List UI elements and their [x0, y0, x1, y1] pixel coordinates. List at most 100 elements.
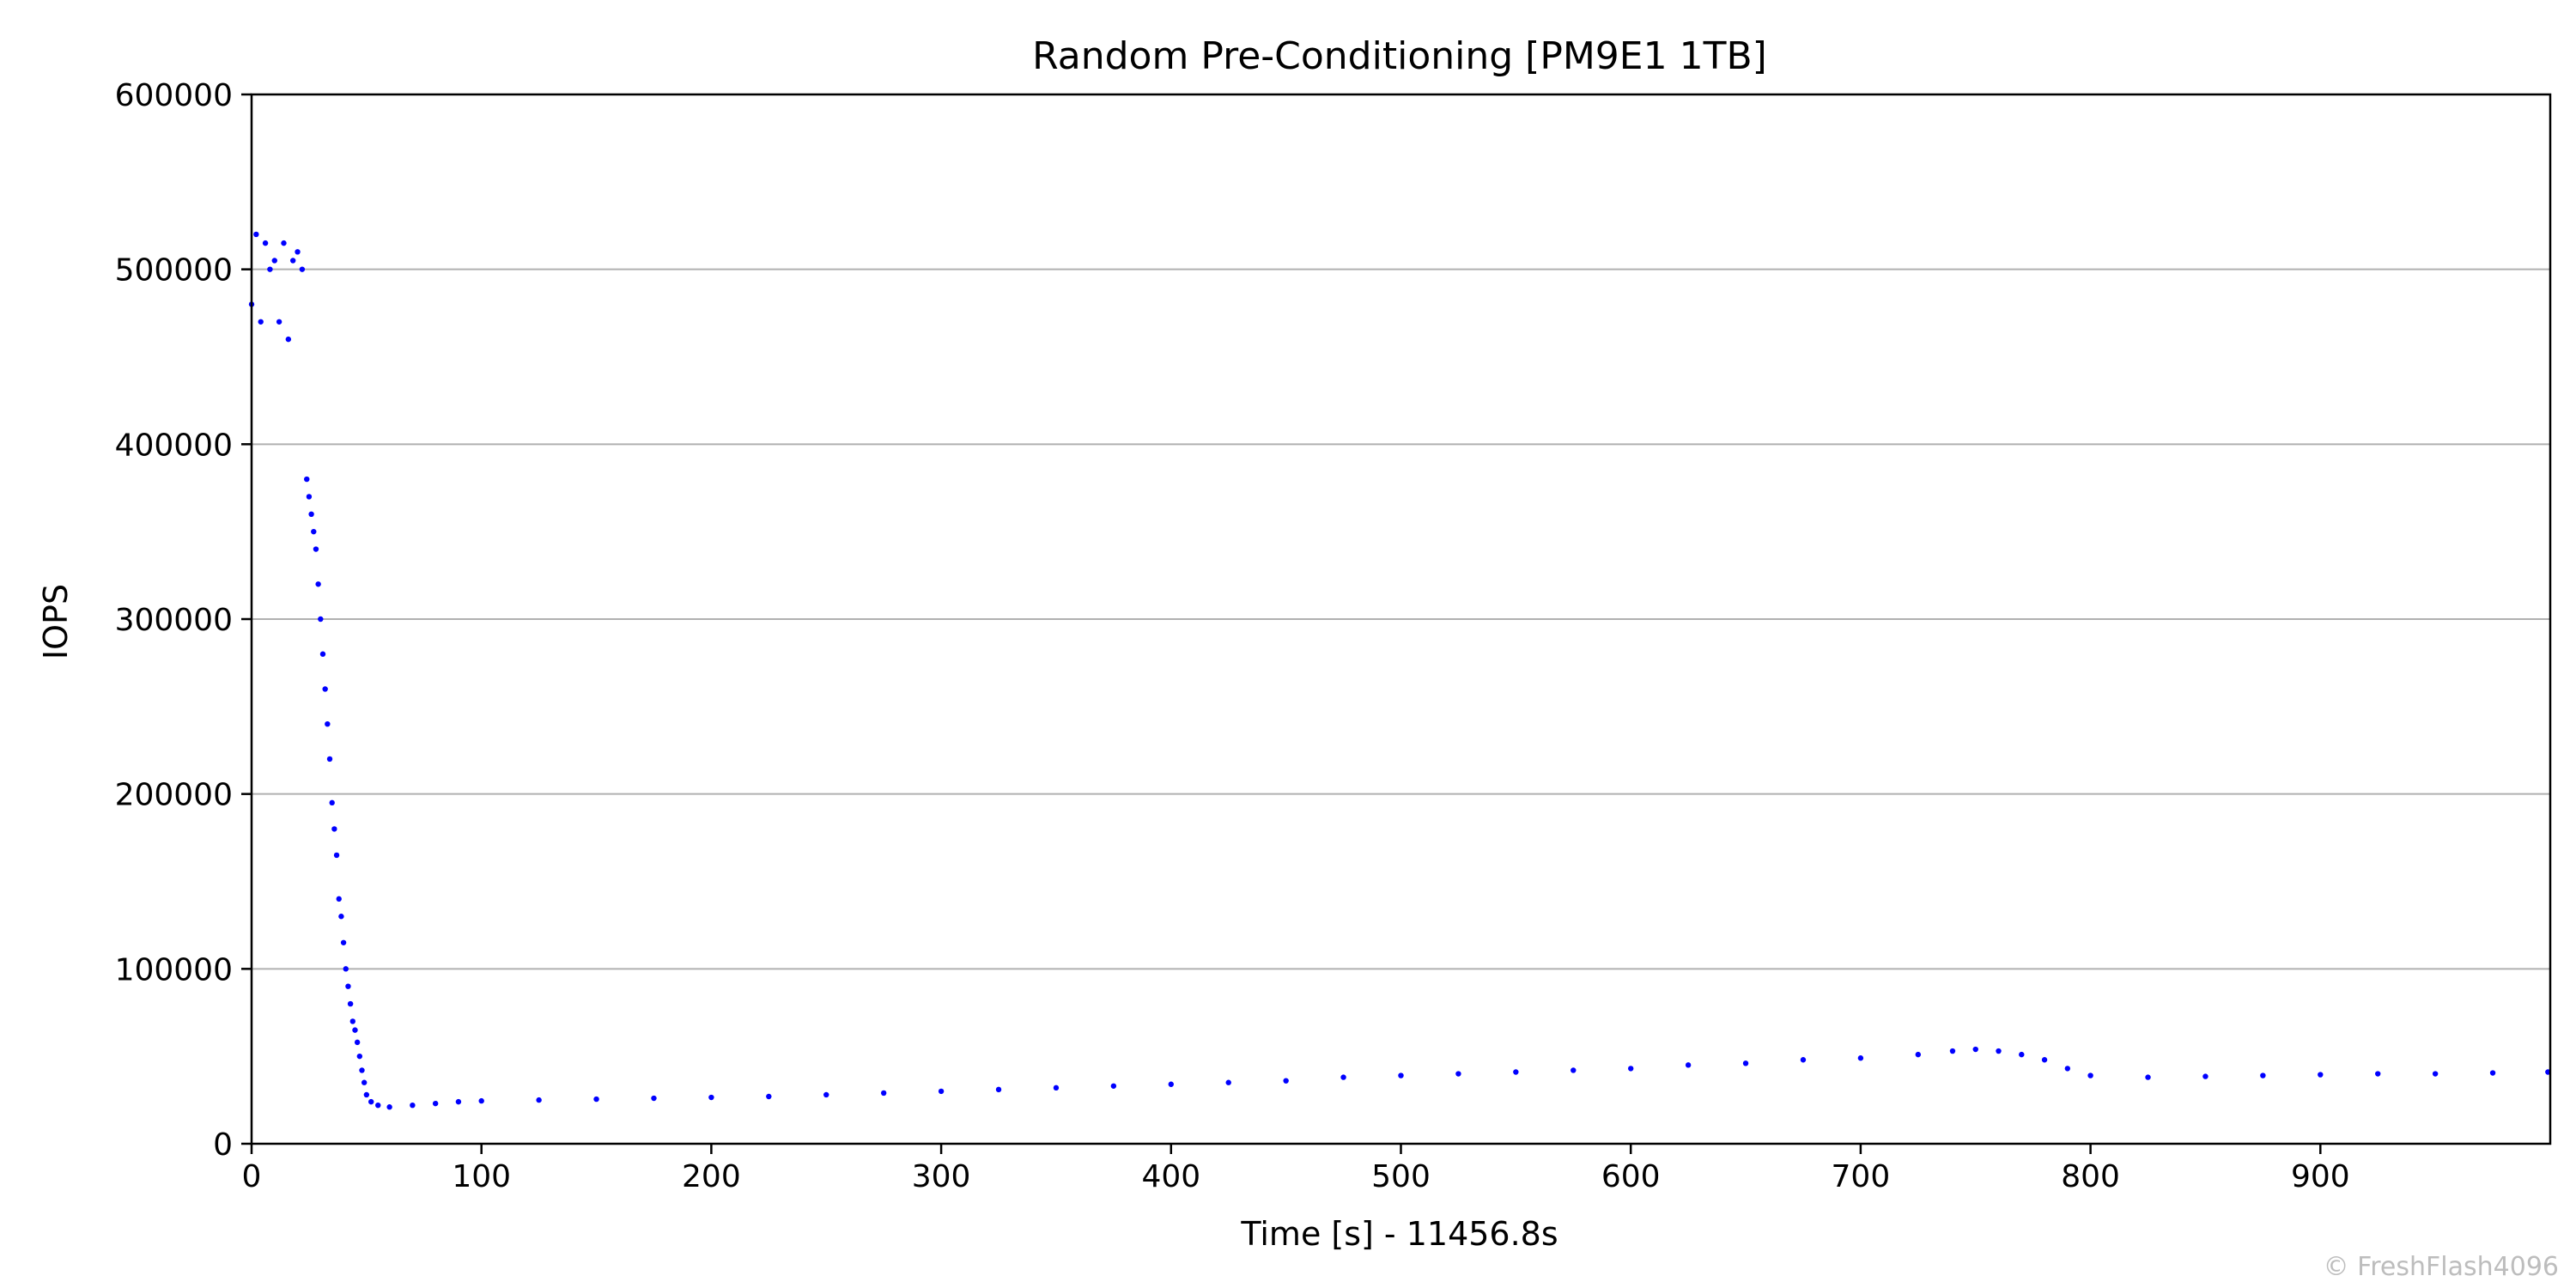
data-point — [267, 266, 273, 272]
data-point — [2041, 1057, 2048, 1063]
data-point — [1857, 1055, 1864, 1061]
data-point — [363, 1091, 370, 1098]
data-point — [823, 1091, 829, 1098]
data-point — [295, 249, 301, 255]
x-tick-label: 900 — [2291, 1159, 2350, 1194]
x-tick-label: 600 — [1601, 1159, 1661, 1194]
data-point — [2064, 1066, 2071, 1072]
data-point — [593, 1096, 599, 1103]
data-point — [2087, 1072, 2093, 1078]
data-point — [1628, 1066, 1634, 1072]
data-point — [281, 240, 287, 246]
data-point — [359, 1067, 365, 1073]
data-point — [455, 1098, 462, 1105]
y-tick-label: 0 — [213, 1127, 233, 1163]
data-point — [1571, 1067, 1577, 1073]
data-point — [1225, 1079, 1231, 1085]
data-point — [343, 966, 349, 972]
y-tick-label: 600000 — [115, 78, 233, 113]
data-point — [410, 1102, 416, 1109]
data-point — [1283, 1078, 1289, 1084]
data-point — [2375, 1071, 2381, 1077]
data-point — [2145, 1074, 2151, 1080]
data-point — [352, 1027, 358, 1033]
x-axis: 0 100 200 300 400 500 600 700 800 900 — [242, 1144, 2350, 1194]
grid-lines — [252, 268, 2550, 970]
x-tick-label: 500 — [1371, 1159, 1431, 1194]
data-point — [2432, 1071, 2439, 1077]
data-point — [2019, 1051, 2025, 1058]
data-point — [313, 546, 319, 552]
data-point — [432, 1100, 439, 1107]
data-point — [2260, 1072, 2266, 1078]
data-point — [354, 1039, 361, 1046]
data-point — [347, 1000, 354, 1007]
data-point — [1110, 1083, 1117, 1089]
y-tick-label: 100000 — [115, 952, 233, 987]
data-point — [708, 1094, 714, 1101]
data-point — [1685, 1062, 1692, 1068]
data-point — [336, 896, 342, 902]
x-tick-label: 0 — [242, 1159, 262, 1194]
data-point — [326, 756, 333, 762]
x-tick-label: 100 — [452, 1159, 511, 1194]
data-point — [368, 1098, 374, 1105]
data-points — [248, 231, 2551, 1110]
data-point — [253, 231, 259, 238]
data-point — [2318, 1072, 2324, 1078]
data-point — [299, 266, 306, 272]
data-point — [329, 799, 335, 806]
data-point — [356, 1053, 363, 1060]
x-tick-label: 200 — [682, 1159, 741, 1194]
data-point — [651, 1095, 657, 1102]
data-point — [1972, 1046, 1978, 1053]
y-tick-label: 200000 — [115, 778, 233, 813]
y-axis: 0 100000 200000 300000 400000 500000 600000 — [115, 78, 252, 1163]
data-point — [1455, 1071, 1461, 1077]
data-point — [938, 1088, 945, 1095]
data-point — [1168, 1081, 1175, 1087]
data-point — [375, 1102, 381, 1109]
data-point — [386, 1104, 392, 1110]
watermark: © FreshFlash4096 — [2324, 1252, 2559, 1282]
y-axis-title: IOPS — [37, 584, 75, 659]
data-point — [1513, 1069, 1519, 1075]
data-point — [338, 914, 344, 920]
data-point — [1996, 1048, 2002, 1054]
x-tick-label: 700 — [1832, 1159, 1891, 1194]
data-point — [880, 1090, 887, 1097]
data-point — [304, 476, 310, 483]
y-tick-label: 500000 — [115, 253, 233, 289]
data-point — [1949, 1048, 1956, 1054]
data-point — [1053, 1084, 1060, 1091]
data-point — [1398, 1072, 1404, 1078]
data-point — [308, 511, 314, 517]
data-point — [2202, 1073, 2208, 1079]
y-tick-label: 300000 — [115, 603, 233, 638]
data-point — [333, 852, 340, 859]
data-point — [2489, 1070, 2496, 1076]
data-point — [258, 319, 264, 325]
data-point — [766, 1093, 772, 1100]
data-point — [345, 983, 351, 989]
data-point — [478, 1097, 484, 1104]
x-tick-label: 800 — [2061, 1159, 2120, 1194]
data-point — [1742, 1060, 1749, 1066]
x-axis-title: Time [s] - 11456.8s — [1240, 1215, 1558, 1253]
data-point — [271, 258, 277, 264]
x-tick-label: 400 — [1141, 1159, 1200, 1194]
data-point — [331, 826, 337, 832]
data-point — [285, 336, 292, 343]
y-tick-label: 400000 — [115, 428, 233, 463]
data-point — [1915, 1051, 1922, 1058]
data-point — [340, 939, 347, 945]
data-point — [1340, 1074, 1346, 1080]
data-point — [262, 240, 269, 246]
data-point — [995, 1086, 1002, 1093]
data-point — [349, 1018, 355, 1024]
data-point — [318, 616, 324, 623]
data-point — [319, 651, 326, 657]
data-point — [322, 686, 328, 692]
data-point — [361, 1079, 368, 1085]
